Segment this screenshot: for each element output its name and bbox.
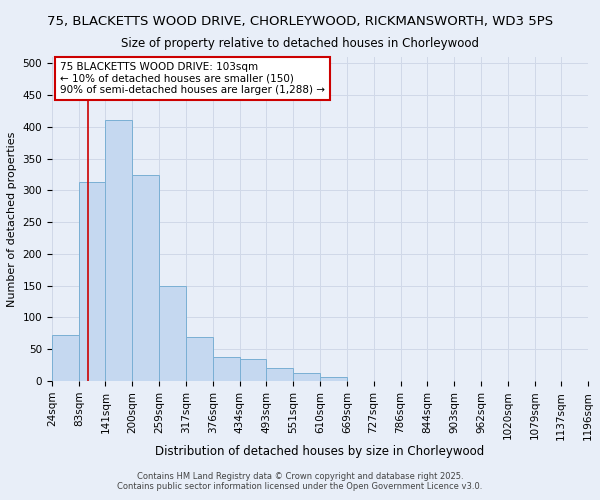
Bar: [133, 174, 160, 381]
Bar: [52, 334, 79, 381]
Text: 75 BLACKETTS WOOD DRIVE: 103sqm
← 10% of detached houses are smaller (150)
90% o: 75 BLACKETTS WOOD DRIVE: 103sqm ← 10% of…: [60, 62, 325, 95]
Bar: [320, 376, 347, 381]
Y-axis label: Number of detached properties: Number of detached properties: [7, 132, 17, 306]
Bar: [293, 373, 320, 381]
Bar: [213, 357, 240, 381]
Bar: [266, 368, 293, 381]
Bar: [239, 359, 266, 381]
Text: 75, BLACKETTS WOOD DRIVE, CHORLEYWOOD, RICKMANSWORTH, WD3 5PS: 75, BLACKETTS WOOD DRIVE, CHORLEYWOOD, R…: [47, 15, 553, 28]
Bar: [79, 182, 106, 381]
Bar: [186, 336, 213, 381]
Text: Size of property relative to detached houses in Chorleywood: Size of property relative to detached ho…: [121, 38, 479, 51]
Bar: [160, 286, 187, 381]
X-axis label: Distribution of detached houses by size in Chorleywood: Distribution of detached houses by size …: [155, 445, 485, 458]
Text: Contains public sector information licensed under the Open Government Licence v3: Contains public sector information licen…: [118, 482, 482, 491]
Text: Contains HM Land Registry data © Crown copyright and database right 2025.: Contains HM Land Registry data © Crown c…: [137, 472, 463, 481]
Bar: [106, 120, 133, 381]
